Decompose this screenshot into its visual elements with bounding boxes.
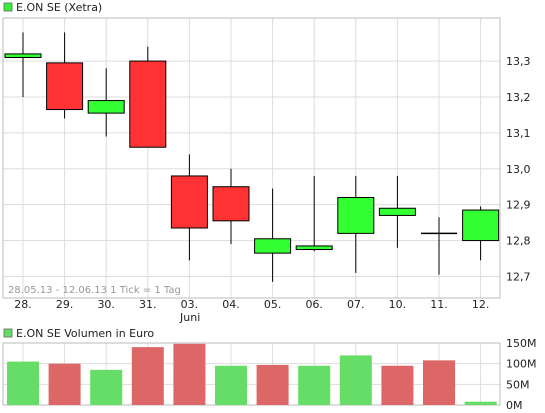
price-x-tick-label: 10.: [389, 298, 407, 311]
volume-bar: [7, 361, 39, 405]
volume-bars: [7, 343, 497, 405]
price-y-tick-label: 13,1: [506, 127, 531, 140]
candle-body: [254, 238, 292, 254]
price-candles: [4, 32, 500, 282]
candle-body: [46, 62, 84, 111]
price-x-tick-label: 31.: [139, 298, 157, 311]
price-x-tick-label: 12.: [472, 298, 490, 311]
price-x-tick-label: 05.: [264, 298, 282, 311]
volume-y-tick-label: 50M: [506, 378, 530, 391]
price-y-tick-label: 13,2: [506, 91, 531, 104]
price-x-tick-label: 03.: [181, 298, 199, 311]
volume-bar: [464, 401, 497, 405]
price-x-tick-label: 29.: [56, 298, 74, 311]
volume-legend-label: E.ON SE Volumen in Euro: [16, 327, 154, 340]
candle-body: [170, 175, 208, 229]
volume-bar: [256, 364, 289, 405]
price-grid: [3, 18, 500, 298]
price-y-tick-label: 12,8: [506, 235, 531, 248]
price-x-tick-label: 04.: [222, 298, 240, 311]
price-legend-label: E.ON SE (Xetra): [16, 1, 102, 14]
volume-plot-frame: [2, 342, 501, 406]
volume-bar: [173, 343, 206, 405]
candle-body: [378, 207, 416, 216]
volume-bar: [339, 355, 372, 405]
month-label: Juni: [179, 311, 200, 324]
candle-body: [212, 186, 250, 222]
candle-body: [295, 245, 333, 251]
candle-body: [4, 53, 42, 58]
volume-bar: [298, 365, 331, 405]
price-x-tick-label: 07.: [347, 298, 365, 311]
price-y-axis: 12,7 12,8 12,9 13,0 13,1 13,2 13,3: [506, 55, 531, 283]
price-x-tick-label: 06.: [305, 298, 323, 311]
price-x-tick-label: 30.: [97, 298, 115, 311]
price-legend-swatch: [3, 2, 13, 12]
volume-y-tick-label: 0M: [506, 399, 523, 412]
volume-bar: [48, 363, 81, 405]
volume-y-tick-label: 100M: [506, 358, 537, 371]
price-y-tick-label: 12,7: [506, 270, 531, 283]
price-x-tick-label: 28.: [14, 298, 32, 311]
volume-bar: [423, 360, 455, 405]
candle-body: [462, 209, 500, 242]
price-y-tick-label: 12,9: [506, 199, 531, 212]
candle-body: [129, 60, 167, 148]
volume-bar: [381, 365, 414, 405]
volume-y-tick-label: 150M: [506, 337, 537, 350]
volume-bar: [215, 365, 247, 405]
volume-y-axis: 0M 50M 100M 150M: [506, 337, 537, 412]
price-plot-frame: [2, 17, 501, 299]
candle-body: [337, 196, 375, 234]
price-y-tick-label: 13,0: [506, 163, 531, 176]
price-y-tick-label: 13,3: [506, 55, 531, 68]
price-x-tick-label: 11.: [430, 298, 448, 311]
volume-bar: [90, 369, 123, 405]
date-range-note: 28.05.13 - 12.06.13 1 Tick = 1 Tag: [8, 285, 181, 296]
price-x-axis: 28. 29. 30. 31. 03. 04. 05. 06. 07. 10. 11. 12.: [14, 298, 489, 311]
volume-legend-swatch: [3, 328, 13, 338]
volume-bar: [131, 347, 164, 405]
candle-body: [87, 100, 125, 114]
